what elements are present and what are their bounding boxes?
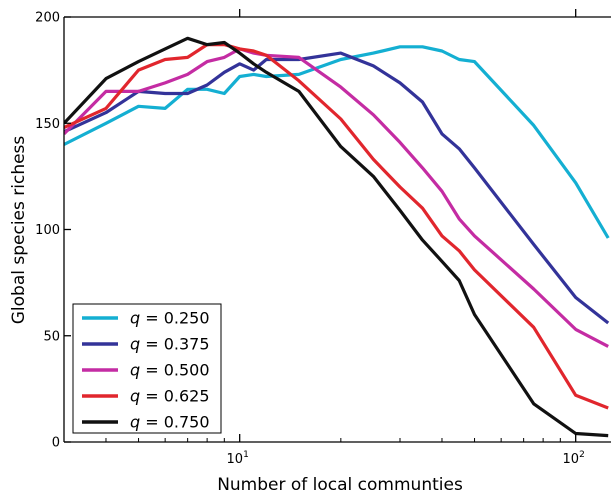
- x-tick-exponent: 2: [579, 450, 585, 460]
- y-tick-label: 50: [43, 329, 60, 344]
- legend-q-symbol: q: [130, 361, 140, 380]
- legend-q-symbol: q: [130, 387, 140, 406]
- series-line-q-0.625: [64, 42, 609, 410]
- y-tick-label: 150: [35, 117, 60, 132]
- legend-q-value: 0.250: [164, 309, 210, 328]
- legend-q-value: 0.375: [164, 335, 210, 354]
- series-line-q-0.250: [64, 45, 610, 239]
- x-tick-label: 101: [227, 450, 249, 467]
- y-tick-label: 0: [52, 436, 60, 451]
- legend-q-symbol: q: [130, 309, 140, 328]
- x-axis-label: Number of local communties: [217, 475, 463, 495]
- legend-q-value: 0.750: [164, 413, 210, 432]
- series-line-q-0.750: [64, 36, 609, 438]
- legend-equals: =: [140, 387, 164, 406]
- legend-label: q = 0.500: [130, 361, 210, 380]
- x-tick-exponent: 1: [243, 450, 249, 460]
- y-tick-label: 200: [35, 11, 60, 26]
- x-tick-base: 10: [227, 452, 244, 467]
- series-layer: [64, 36, 610, 438]
- legend-equals: =: [140, 361, 164, 380]
- legend-q-value: 0.500: [164, 361, 210, 380]
- series-line-q-0.375: [64, 51, 610, 325]
- y-axis-label: Global species richess: [9, 136, 29, 325]
- x-tick-base: 10: [563, 452, 580, 467]
- y-tick-label: 100: [35, 223, 60, 238]
- legend-label: q = 0.625: [130, 387, 210, 406]
- legend-q-value: 0.625: [164, 387, 210, 406]
- legend-q-symbol: q: [130, 335, 140, 354]
- legend-label: q = 0.375: [130, 335, 210, 354]
- series-line-q-0.500: [64, 47, 609, 348]
- legend-equals: =: [140, 413, 164, 432]
- legend-equals: =: [140, 335, 164, 354]
- legend-equals: =: [140, 309, 164, 328]
- legend-label: q = 0.750: [130, 413, 210, 432]
- legend-q-symbol: q: [130, 413, 140, 432]
- legend-label: q = 0.250: [130, 309, 210, 328]
- x-tick-label: 102: [563, 450, 585, 467]
